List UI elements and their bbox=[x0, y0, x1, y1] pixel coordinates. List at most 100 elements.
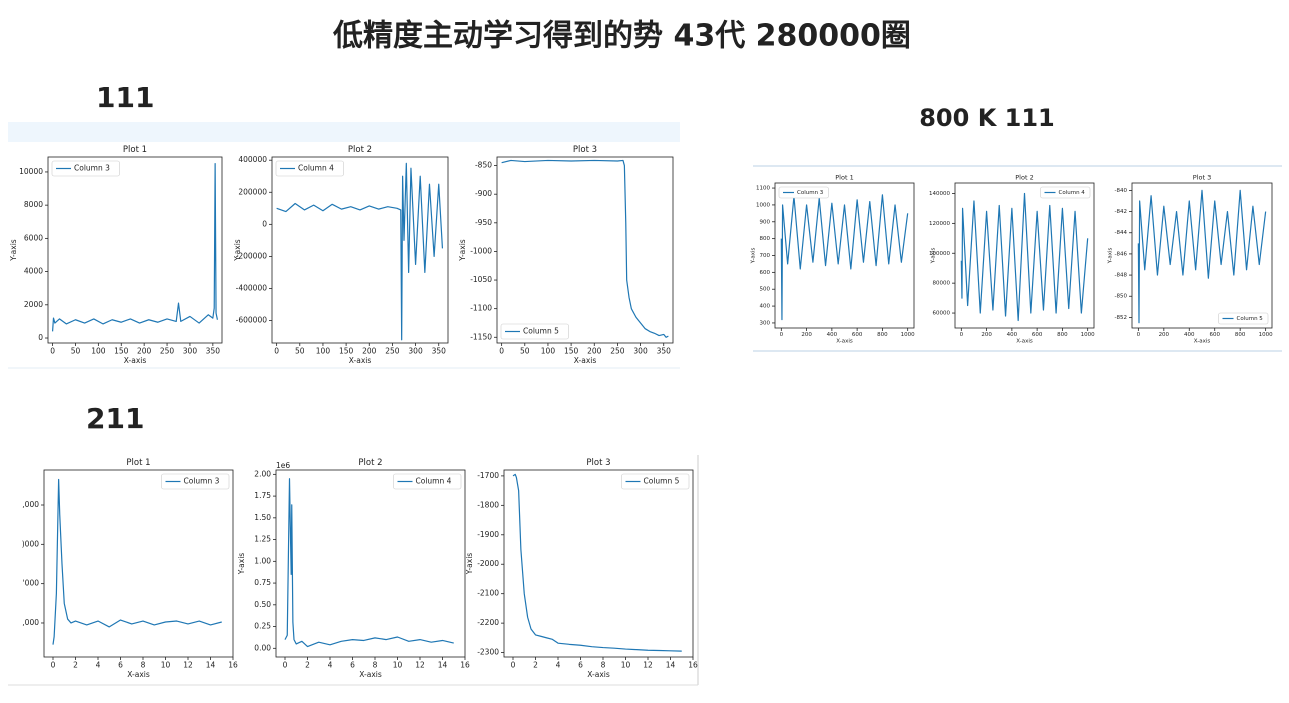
y-tick-label: 800 bbox=[760, 236, 771, 242]
x-tick-label: 150 bbox=[564, 347, 579, 356]
y-axis-label: Y-axis bbox=[465, 553, 474, 576]
x-tick-label: 1000 bbox=[1259, 332, 1273, 338]
y-tick-label: 400000 bbox=[238, 155, 267, 164]
data-line bbox=[51, 163, 219, 332]
x-tick-label: 0 bbox=[511, 661, 516, 670]
legend-label: Column 5 bbox=[644, 477, 680, 486]
plot-title: Plot 3 bbox=[573, 145, 597, 155]
y-tick-label: 2000 bbox=[24, 300, 43, 309]
y-tick-label: 300 bbox=[760, 320, 771, 326]
plot-title: Plot 1 bbox=[126, 458, 150, 468]
y-tick-label: -850 bbox=[1115, 294, 1128, 300]
x-tick-label: 400 bbox=[1184, 332, 1195, 338]
legend-box bbox=[778, 186, 829, 199]
x-tick-label: 350 bbox=[657, 347, 672, 356]
x-tick-label: 12 bbox=[415, 661, 425, 670]
y-tick-label: 400 bbox=[760, 304, 771, 310]
y-axis-label: Y-axis bbox=[9, 239, 18, 262]
y-tick-label: 1000 bbox=[756, 202, 770, 208]
y-tick-label: 120000 bbox=[929, 221, 950, 227]
x-tick-label: 0 bbox=[499, 347, 504, 356]
x-tick-label: 14 bbox=[666, 661, 676, 670]
y-tick-label: -842 bbox=[1115, 209, 1127, 215]
y-tick-label: -850 bbox=[475, 161, 492, 170]
y-axis-label: Y-axis bbox=[1108, 248, 1114, 265]
plot-area bbox=[503, 469, 694, 658]
y-tick-label: 1100 bbox=[756, 186, 770, 192]
legend-box bbox=[1218, 312, 1269, 325]
x-axis-label: X-axis bbox=[359, 670, 382, 679]
x-tick-label: 200 bbox=[801, 332, 812, 338]
x-tick-label: 100 bbox=[91, 347, 106, 356]
x-tick-label: 300 bbox=[408, 347, 423, 356]
y-tick-label: -600000 bbox=[236, 316, 268, 325]
x-axis-label: X-axis bbox=[1194, 339, 1211, 345]
x-tick-label: 600 bbox=[1209, 332, 1220, 338]
x-tick-label: 100 bbox=[316, 347, 331, 356]
y-tick-label: 8000 bbox=[24, 200, 43, 209]
x-axis-label: X-axis bbox=[349, 356, 372, 365]
plot-area bbox=[47, 156, 223, 344]
legend-label: Column 3 bbox=[797, 190, 824, 196]
y-axis-label: Y-axis bbox=[458, 239, 467, 262]
y-tick-label: 100000 bbox=[929, 251, 950, 257]
y-tick-label: -2000 bbox=[477, 559, 499, 568]
y-tick-label: ,000 bbox=[22, 618, 39, 627]
y-tick-label: -848 bbox=[1115, 273, 1128, 279]
y-tick-label: 0 bbox=[38, 333, 43, 342]
x-tick-label: 6 bbox=[350, 661, 355, 670]
y-tick-label: 6000 bbox=[24, 233, 43, 242]
plot-title: Plot 2 bbox=[358, 458, 382, 468]
x-tick-label: 6 bbox=[578, 661, 583, 670]
y-tick-label: -2300 bbox=[477, 648, 499, 657]
x-axis-label: X-axis bbox=[127, 670, 150, 679]
data-line bbox=[512, 473, 682, 652]
y-tick-label: 10000 bbox=[19, 167, 43, 176]
x-tick-label: 0 bbox=[960, 332, 964, 338]
legend-box bbox=[161, 473, 230, 490]
panel-111 bbox=[8, 122, 680, 368]
data-line bbox=[1137, 189, 1267, 324]
y-tick-label: 1.25 bbox=[254, 535, 271, 544]
x-tick-label: 200 bbox=[981, 332, 992, 338]
x-tick-label: 16 bbox=[688, 661, 698, 670]
y-tick-label: -1700 bbox=[477, 471, 499, 480]
y-tick-label: 140000 bbox=[929, 191, 950, 197]
y-tick-label: -846 bbox=[1115, 251, 1128, 257]
x-tick-label: 10 bbox=[393, 661, 403, 670]
x-tick-label: 200 bbox=[137, 347, 152, 356]
x-tick-label: 10 bbox=[621, 661, 631, 670]
y-tick-label: 60000 bbox=[933, 311, 951, 317]
plot-area bbox=[954, 182, 1095, 329]
section-label: 111 bbox=[96, 81, 154, 114]
y-tick-label: 200000 bbox=[238, 187, 267, 196]
x-tick-label: 4 bbox=[328, 661, 333, 670]
x-tick-label: 6 bbox=[118, 661, 123, 670]
y-tick-label: -400000 bbox=[236, 283, 268, 292]
legend-label: Column 5 bbox=[1237, 316, 1264, 322]
plot-title: Plot 1 bbox=[123, 145, 147, 155]
data-line bbox=[284, 478, 454, 648]
x-tick-label: 100 bbox=[541, 347, 556, 356]
x-tick-label: 50 bbox=[71, 347, 81, 356]
x-tick-label: 150 bbox=[339, 347, 354, 356]
y-tick-label: 0.75 bbox=[254, 578, 271, 587]
plot-title: Plot 2 bbox=[348, 145, 372, 155]
x-tick-label: 350 bbox=[206, 347, 221, 356]
y-tick-label: -1800 bbox=[477, 500, 499, 509]
x-tick-label: 16 bbox=[460, 661, 470, 670]
panel-band bbox=[8, 122, 680, 142]
y-tick-label: )000 bbox=[22, 539, 39, 548]
legend-box bbox=[393, 473, 462, 490]
x-tick-label: 8 bbox=[601, 661, 606, 670]
data-line bbox=[276, 162, 444, 341]
x-tick-label: 4 bbox=[556, 661, 561, 670]
y-tick-label: 1.50 bbox=[254, 513, 271, 522]
y-tick-label: 0.25 bbox=[254, 622, 271, 631]
data-line bbox=[501, 159, 669, 338]
x-tick-label: 0 bbox=[274, 347, 279, 356]
x-tick-label: 600 bbox=[1032, 332, 1043, 338]
x-axis-label: X-axis bbox=[1016, 339, 1033, 345]
data-line bbox=[960, 192, 1089, 322]
